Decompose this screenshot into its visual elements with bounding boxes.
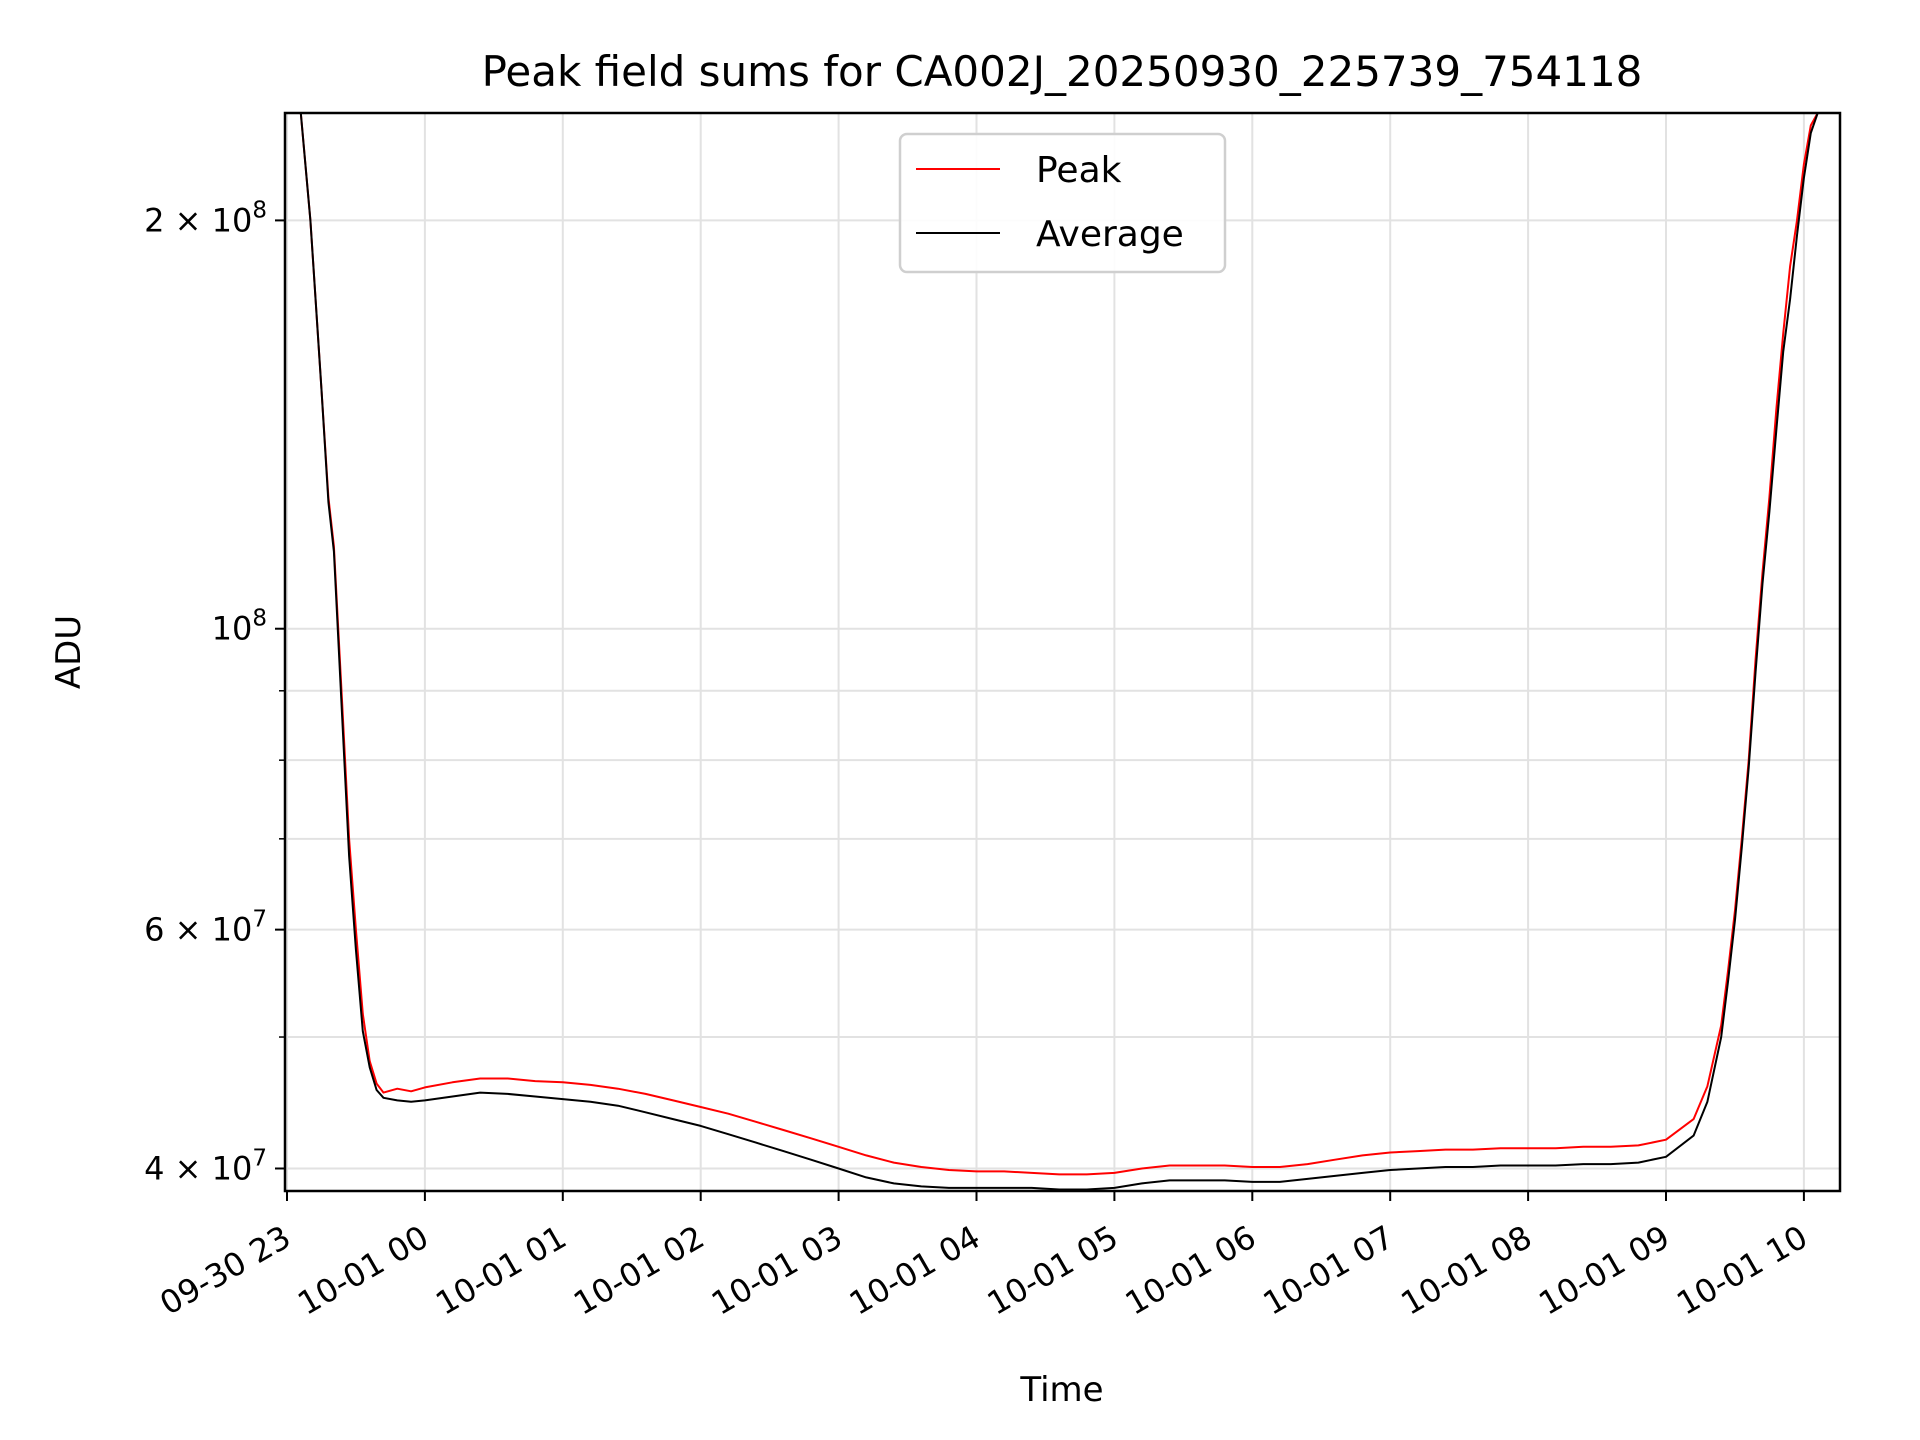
series-line-average xyxy=(299,113,1819,1191)
grid xyxy=(285,113,1840,1191)
y-tick-label: 108 xyxy=(212,606,267,648)
y-tick-label: 6 × 107 xyxy=(144,907,267,949)
x-axis-label: Time xyxy=(1019,1370,1103,1410)
series-line-peak xyxy=(299,113,1819,1176)
y-tick-label: 2 × 108 xyxy=(144,197,267,239)
plot-lines xyxy=(299,113,1819,1191)
plot-frame xyxy=(283,111,1842,1193)
legend-label-average: Average xyxy=(1036,214,1184,255)
y-axis-label: ADU xyxy=(49,615,89,689)
y-axis: 4 × 107 6 × 107 108 2 × 108 xyxy=(144,197,285,1187)
chart-title: Peak field sums for CA002J_20250930_2257… xyxy=(482,47,1643,96)
legend: Peak Average xyxy=(898,132,1227,274)
legend-label-peak: Peak xyxy=(1036,150,1122,191)
y-tick-label: 4 × 107 xyxy=(144,1145,267,1187)
